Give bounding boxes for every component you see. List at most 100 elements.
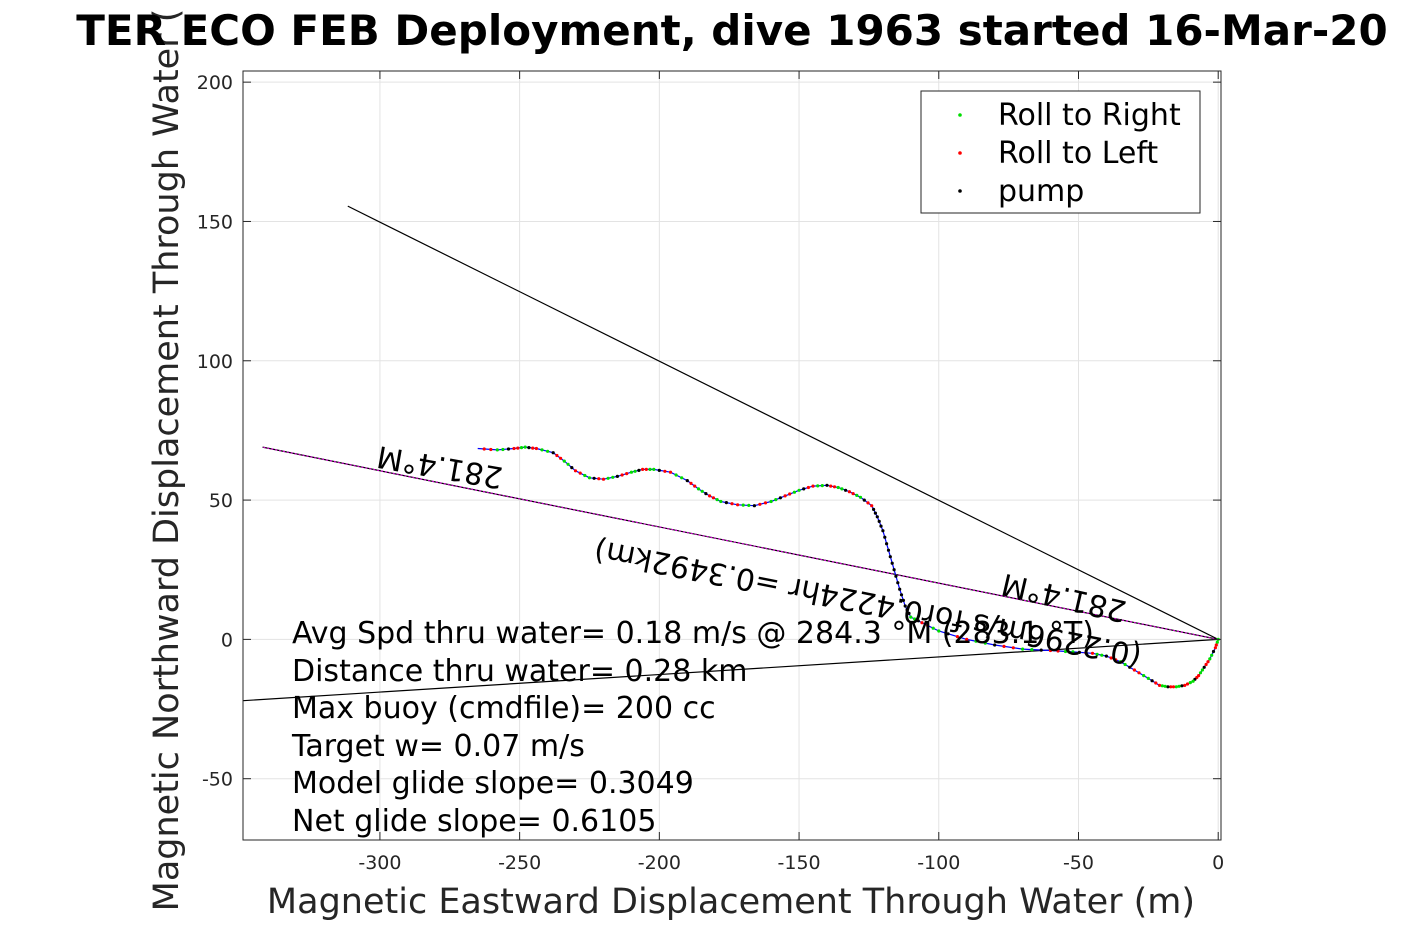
roll-left-marker (597, 477, 601, 481)
pump-marker (881, 529, 885, 533)
roll-right-marker (1071, 650, 1075, 654)
pump-marker (875, 515, 879, 519)
pump-marker (993, 643, 997, 647)
roll-right-marker (562, 459, 566, 463)
roll-left-marker (1154, 681, 1158, 685)
roll-right-marker (680, 476, 684, 480)
roll-right-marker (1208, 657, 1212, 661)
roll-left-marker (1206, 660, 1210, 664)
roll-right-marker (495, 448, 499, 452)
stat-target-w: Target w= 0.07 m/s (291, 729, 585, 764)
x-tick-label: -100 (917, 852, 960, 874)
pump-marker (907, 611, 911, 616)
pump-marker (1104, 654, 1108, 658)
pump-marker (885, 542, 889, 546)
x-tick-label: -150 (778, 852, 821, 874)
stat-max-buoy: Max buoy (cmdfile)= 200 cc (292, 691, 716, 726)
pump-marker (883, 535, 887, 539)
roll-left-marker (534, 446, 539, 451)
roll-right-marker (1200, 668, 1204, 672)
roll-left-marker (601, 477, 606, 481)
pump-marker (778, 496, 783, 500)
x-tick-label: -250 (498, 852, 541, 874)
roll-right-marker (523, 445, 527, 449)
roll-left-marker (555, 453, 559, 458)
pump-marker (1202, 665, 1206, 669)
pump-marker (890, 561, 894, 565)
pump-marker (892, 568, 896, 572)
pump-marker (527, 446, 531, 450)
roll-left-marker (763, 501, 768, 505)
roll-right-marker (1021, 647, 1025, 651)
roll-left-marker (847, 490, 852, 494)
legend-pump: pump (998, 174, 1084, 209)
roll-left-marker (806, 485, 811, 490)
x-tick-label: -200 (638, 852, 681, 874)
roll-right-marker (1215, 640, 1219, 644)
pump-marker (724, 501, 729, 505)
roll-right-marker (696, 487, 701, 491)
roll-right-marker (715, 498, 719, 502)
legend-marker-roll-left (958, 151, 962, 155)
roll-left-marker (1137, 671, 1141, 675)
pump-marker (752, 504, 757, 508)
pump-marker (802, 487, 806, 491)
roll-left-marker (736, 503, 740, 507)
roll-left-marker (1132, 668, 1136, 672)
roll-left-marker (578, 471, 582, 475)
roll-left-marker (1213, 646, 1217, 650)
roll-right-marker (1142, 674, 1146, 678)
y-tick-label: 200 (197, 72, 233, 94)
roll-right-marker (1188, 681, 1192, 685)
roll-right-marker (855, 493, 859, 497)
pump-marker (862, 498, 866, 502)
roll-left-marker (531, 446, 535, 450)
pump-marker (1150, 679, 1154, 683)
roll-left-marker (1056, 649, 1060, 653)
pump-marker (685, 479, 689, 483)
x-axis-label: Magnetic Eastward Displacement Through W… (267, 882, 1195, 922)
roll-right-marker (606, 476, 610, 480)
roll-left-marker (829, 484, 833, 488)
stat-avg-speed: Avg Spd thru water= 0.18 m/s @ 284.3 °M … (292, 616, 1094, 651)
roll-right-marker (700, 489, 704, 493)
pump-marker (899, 593, 904, 597)
pump-marker (1039, 648, 1043, 652)
roll-right-marker (1210, 653, 1214, 657)
roll-right-marker (583, 473, 587, 478)
roll-right-marker (983, 641, 987, 645)
roll-right-marker (566, 462, 570, 466)
legend-roll-left: Roll to Left (998, 136, 1158, 171)
pump-marker (592, 476, 596, 480)
roll-left-marker (955, 635, 960, 639)
roll-right-marker (840, 487, 844, 491)
roll-right-marker (974, 639, 978, 643)
roll-left-marker (512, 446, 516, 451)
roll-left-marker (689, 481, 693, 485)
roll-right-marker (820, 484, 824, 488)
roll-left-marker (1084, 651, 1088, 655)
reference-line-0 (347, 205, 1219, 640)
pump-marker (873, 511, 878, 515)
roll-left-marker (1157, 683, 1162, 688)
legend-box (920, 90, 1201, 214)
y-tick-label: 50 (209, 490, 233, 512)
pump-marker (1211, 649, 1216, 654)
pump-marker (877, 519, 881, 524)
roll-right-marker (1160, 684, 1164, 688)
roll-left-marker (783, 494, 787, 498)
roll-right-marker (774, 498, 778, 502)
roll-left-marker (641, 467, 645, 471)
roll-left-marker (693, 484, 697, 488)
roll-left-marker (730, 502, 734, 506)
roll-right-marker (792, 490, 797, 494)
roll-right-marker (1146, 676, 1150, 681)
chart-title: TER ECO FEB Deployment, dive 1963 starte… (76, 6, 1387, 55)
roll-left-marker (851, 492, 855, 496)
roll-left-marker (758, 502, 762, 506)
x-tick-label: -50 (1063, 852, 1094, 874)
pump-marker (615, 474, 620, 478)
pump-marker (570, 466, 574, 470)
stat-net-glide: Net glide slope= 0.6105 (292, 804, 656, 839)
